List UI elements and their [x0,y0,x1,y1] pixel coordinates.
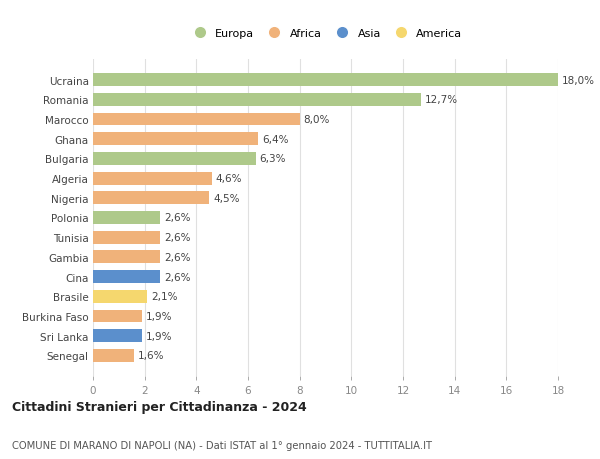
Bar [93,153,256,165]
Text: 2,6%: 2,6% [164,252,191,263]
Bar [93,74,558,87]
Bar [93,212,160,224]
Text: 1,6%: 1,6% [138,351,165,361]
Bar [93,172,212,185]
Text: 6,4%: 6,4% [262,134,289,145]
Bar [93,133,259,146]
Text: 2,6%: 2,6% [164,233,191,243]
Text: 2,6%: 2,6% [164,213,191,223]
Bar [93,290,147,303]
Text: 4,6%: 4,6% [216,174,242,184]
Text: 1,9%: 1,9% [146,331,172,341]
Text: 6,3%: 6,3% [260,154,286,164]
Bar [93,330,142,342]
Bar [93,94,421,106]
Bar [93,192,209,205]
Bar [93,231,160,244]
Text: 1,9%: 1,9% [146,311,172,321]
Bar [93,349,134,362]
Text: 2,6%: 2,6% [164,272,191,282]
Bar [93,271,160,283]
Bar [93,310,142,323]
Text: Cittadini Stranieri per Cittadinanza - 2024: Cittadini Stranieri per Cittadinanza - 2… [12,400,307,413]
Text: 2,1%: 2,1% [151,291,178,302]
Bar [93,113,299,126]
Text: 4,5%: 4,5% [213,193,239,203]
Text: 18,0%: 18,0% [562,75,595,85]
Text: 8,0%: 8,0% [304,115,330,125]
Text: COMUNE DI MARANO DI NAPOLI (NA) - Dati ISTAT al 1° gennaio 2024 - TUTTITALIA.IT: COMUNE DI MARANO DI NAPOLI (NA) - Dati I… [12,440,432,450]
Bar [93,251,160,264]
Legend: Europa, Africa, Asia, America: Europa, Africa, Asia, America [184,24,467,43]
Text: 12,7%: 12,7% [425,95,458,105]
